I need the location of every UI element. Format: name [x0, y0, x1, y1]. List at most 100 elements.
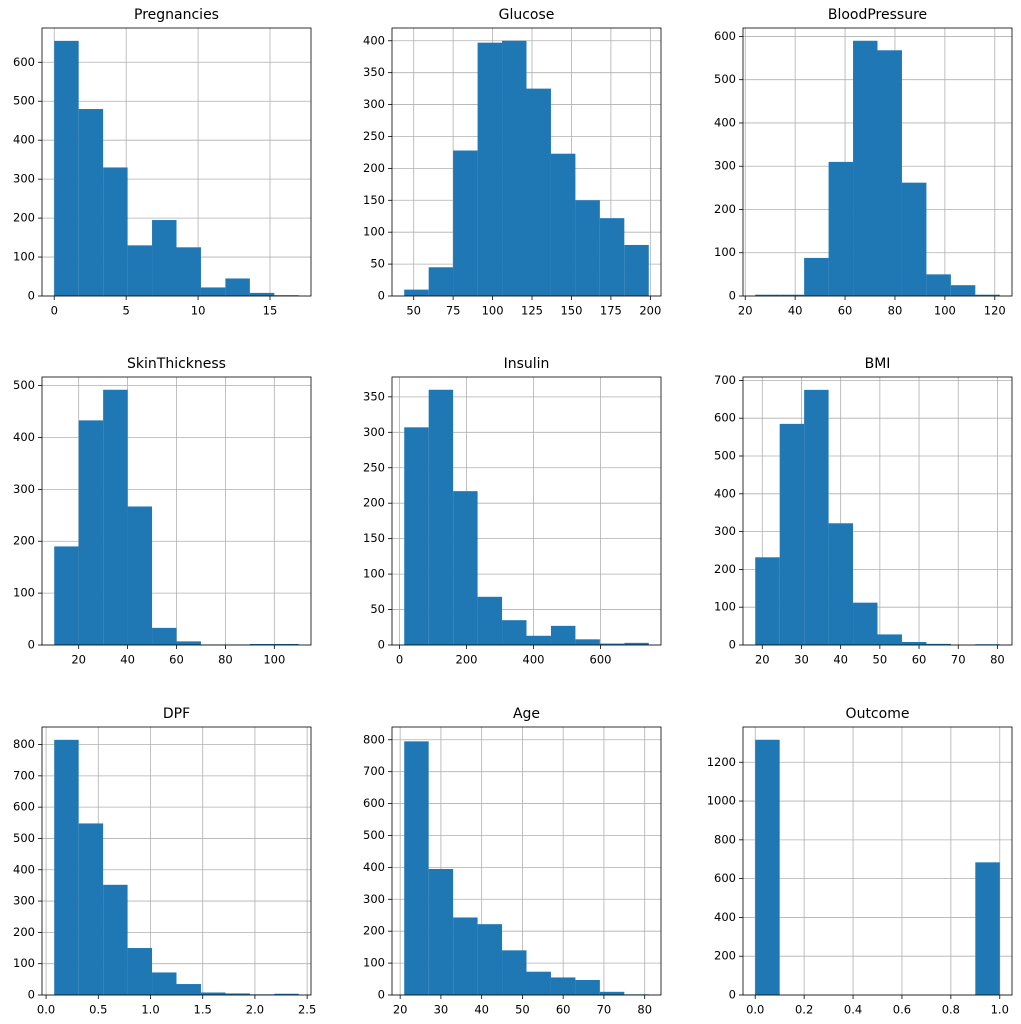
bar	[404, 427, 429, 645]
bar	[828, 161, 854, 296]
x-tick-label: 20	[71, 653, 86, 667]
y-tick-label: 700	[13, 768, 35, 782]
bar	[502, 620, 527, 645]
bar	[755, 294, 780, 296]
x-tick-label: 2.5	[298, 1003, 316, 1017]
bar	[274, 643, 299, 645]
y-tick-label: 500	[363, 828, 385, 842]
bar	[404, 741, 429, 995]
x-tick-label: 175	[600, 304, 622, 318]
bar	[453, 917, 478, 995]
bar	[975, 862, 1000, 995]
y-tick-label: 350	[363, 389, 385, 403]
y-tick-label: 600	[13, 55, 35, 69]
y-tick-label: 200	[13, 211, 35, 225]
y-tick-label: 500	[714, 72, 736, 86]
bar	[428, 389, 454, 645]
y-tick-label: 200	[13, 925, 35, 939]
x-tick-label: 70	[951, 653, 966, 667]
x-tick-label: 40	[788, 304, 803, 318]
x-tick-label: 0.5	[89, 1003, 107, 1017]
x-tick-label: 30	[434, 1003, 449, 1017]
bar	[453, 491, 478, 645]
x-tick-label: 80	[637, 1003, 652, 1017]
y-tick-label: 700	[714, 373, 736, 387]
bar	[404, 289, 429, 296]
axes-frame	[742, 376, 1013, 646]
y-tick-label: 600	[363, 796, 385, 810]
bar	[624, 642, 649, 645]
bar	[453, 150, 478, 296]
x-tick-label: 80	[218, 653, 233, 667]
axes-frame	[391, 726, 662, 996]
bar	[779, 423, 805, 645]
y-tick-label: 100	[714, 245, 736, 259]
bar	[249, 643, 275, 645]
bar	[926, 274, 951, 296]
bar	[853, 602, 878, 645]
y-tick-label: 1200	[707, 755, 736, 769]
y-tick-label: 0	[378, 988, 385, 1002]
y-tick-label: 100	[363, 567, 385, 581]
y-tick-label: 200	[714, 202, 736, 216]
bar	[575, 980, 600, 995]
bar	[550, 625, 576, 645]
bar	[828, 523, 854, 645]
x-tick-label: 2.0	[246, 1003, 264, 1017]
y-tick-label: 500	[13, 831, 35, 845]
x-tick-label: 30	[794, 653, 809, 667]
y-tick-label: 50	[370, 602, 385, 616]
bar	[975, 294, 1000, 296]
chart-title: Insulin	[504, 356, 550, 372]
x-tick-label: 60	[838, 304, 853, 318]
x-tick-label: 200	[639, 304, 661, 318]
y-tick-label: 150	[363, 193, 385, 207]
y-tick-label: 350	[363, 65, 385, 79]
bar	[550, 977, 576, 995]
x-tick-label: 0	[396, 653, 403, 667]
bar	[477, 596, 503, 645]
y-tick-label: 600	[13, 800, 35, 814]
bar	[225, 993, 250, 995]
bar	[804, 389, 829, 645]
bar	[127, 245, 153, 296]
x-tick-label: 0.0	[746, 1003, 764, 1017]
y-tick-label: 400	[714, 486, 736, 500]
bar	[575, 200, 600, 296]
x-tick-label: 0.4	[844, 1003, 862, 1017]
chart-title: Glucose	[499, 7, 555, 23]
y-tick-label: 300	[363, 892, 385, 906]
y-tick-label: 800	[13, 737, 35, 751]
y-tick-label: 400	[714, 115, 736, 129]
y-tick-label: 100	[363, 225, 385, 239]
y-tick-label: 100	[714, 600, 736, 614]
bar	[78, 823, 104, 995]
y-tick-label: 600	[714, 871, 736, 885]
x-tick-label: 0.2	[795, 1003, 813, 1017]
x-tick-label: 80	[990, 653, 1005, 667]
axes-frame	[391, 376, 662, 646]
y-tick-label: 400	[13, 430, 35, 444]
bar	[950, 285, 976, 296]
x-tick-label: 20	[393, 1003, 408, 1017]
x-tick-label: 600	[590, 653, 612, 667]
y-tick-label: 0	[28, 988, 35, 1002]
y-tick-label: 800	[363, 732, 385, 746]
x-tick-label: 120	[984, 304, 1006, 318]
bar	[103, 884, 128, 995]
x-tick-label: 1.0	[991, 1003, 1009, 1017]
bar	[152, 220, 177, 296]
chart-title: SkinThickness	[127, 356, 226, 372]
x-tick-label: 0.8	[942, 1003, 960, 1017]
x-tick-label: 40	[474, 1003, 489, 1017]
bar	[78, 109, 104, 296]
x-tick-label: 20	[738, 304, 753, 318]
chart-title: DPF	[163, 706, 190, 722]
y-tick-label: 600	[714, 411, 736, 425]
x-tick-label: 10	[191, 304, 206, 318]
y-tick-label: 100	[13, 586, 35, 600]
bar	[152, 972, 177, 995]
x-tick-label: 50	[406, 304, 421, 318]
x-tick-label: 125	[521, 304, 543, 318]
